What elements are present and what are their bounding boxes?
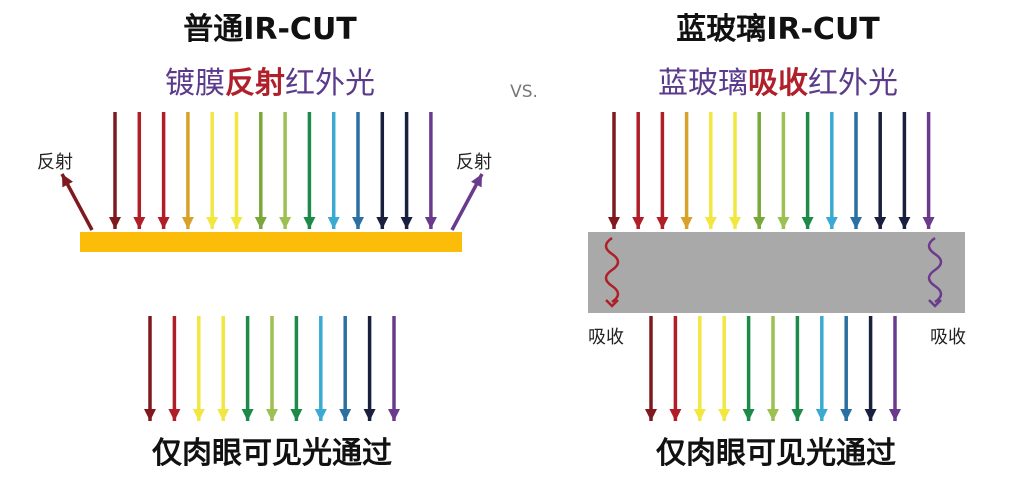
incoming-light-arrow-head — [898, 217, 911, 229]
right-absorb-label-left: 吸收 — [588, 327, 624, 348]
right-subtitle-part: 蓝玻璃 — [658, 66, 748, 101]
transmitted-light-arrow-head — [363, 409, 376, 421]
right-bottom-caption: 仅肉眼可见光通过 — [656, 436, 896, 471]
incoming-light-arrow-head — [825, 217, 838, 229]
transmitted-light-arrow-head — [241, 409, 254, 421]
blue-glass-filter — [588, 232, 965, 313]
absorbed-uv-wave-head — [928, 299, 942, 308]
incoming-light-arrow-head — [279, 217, 292, 229]
transmitted-light-arrow-head — [339, 409, 352, 421]
coated-filter — [80, 232, 462, 252]
incoming-light-arrow-head — [704, 217, 717, 229]
right-subtitle: 蓝玻璃吸收红外光 — [658, 58, 898, 102]
left-reflect-label-left: 反射 — [37, 152, 73, 173]
incoming-light-arrow-head — [753, 217, 766, 229]
right-subtitle-part: 吸收 — [748, 66, 808, 101]
left-bottom-caption: 仅肉眼可见光通过 — [152, 436, 392, 471]
incoming-light-arrow-head — [850, 217, 862, 229]
incoming-light-arrow-head — [424, 217, 437, 229]
incoming-light-arrow-head — [400, 217, 413, 229]
absorbed-ir-wave-head — [605, 299, 619, 308]
incoming-light-arrow-head — [254, 217, 267, 229]
transmitted-light-arrow-head — [669, 409, 682, 421]
transmitted-light-arrow-head — [742, 409, 755, 421]
absorbed-uv-wave — [927, 236, 943, 304]
transmitted-light-arrow-head — [290, 409, 303, 421]
transmitted-light-arrow-head — [718, 409, 731, 421]
incoming-light-arrow-head — [133, 217, 146, 229]
right-subtitle-part: 红外光 — [808, 66, 898, 101]
transmitted-light-arrow-head — [217, 409, 230, 421]
left-subtitle-part: 红外光 — [285, 66, 375, 101]
incoming-light-arrow-head — [608, 217, 620, 229]
vs-label: VS. — [510, 82, 538, 102]
transmitted-light-arrow-head — [266, 409, 278, 421]
reflected-uv-arrow-head — [471, 174, 482, 188]
incoming-light-arrow-head — [181, 217, 194, 229]
absorbed-ir-wave — [604, 236, 620, 304]
transmitted-light-arrow-head — [314, 409, 327, 421]
incoming-light-arrow-head — [376, 217, 389, 229]
incoming-light-arrow-head — [327, 217, 340, 229]
transmitted-light-arrow-head — [388, 409, 400, 421]
incoming-light-arrow-head — [801, 217, 814, 229]
transmitted-light-arrow-head — [864, 409, 877, 421]
incoming-light-arrow-head — [303, 217, 316, 229]
transmitted-light-arrow-head — [168, 409, 181, 421]
right-title: 蓝玻璃IR-CUT — [676, 12, 880, 47]
transmitted-light-arrow-head — [767, 409, 779, 421]
right-absorb-label-right: 吸收 — [930, 327, 966, 348]
incoming-light-arrow-head — [777, 217, 790, 229]
incoming-light-arrow-head — [680, 217, 693, 229]
transmitted-light-arrow-head — [889, 409, 901, 421]
transmitted-light-arrow-head — [645, 409, 657, 421]
left-subtitle-part: 镀膜 — [165, 66, 225, 101]
incoming-light-arrow-head — [656, 217, 669, 229]
left-subtitle-part: 反射 — [225, 66, 285, 101]
incoming-light-arrow-head — [729, 217, 741, 229]
transmitted-light-arrow-head — [192, 409, 205, 421]
transmitted-light-arrow-head — [815, 409, 828, 421]
incoming-light-arrow-head — [874, 217, 887, 229]
left-reflect-label-right: 反射 — [456, 152, 492, 173]
transmitted-light-arrow-head — [840, 409, 853, 421]
transmitted-light-arrow-head — [693, 409, 706, 421]
incoming-light-arrow-head — [206, 217, 219, 229]
left-subtitle: 镀膜反射红外光 — [165, 58, 375, 102]
incoming-light-arrow-head — [157, 217, 170, 229]
transmitted-light-arrow-head — [791, 409, 804, 421]
incoming-light-arrow-head — [352, 217, 364, 229]
incoming-light-arrow-head — [109, 217, 121, 229]
reflected-ir-arrow-head — [62, 174, 73, 188]
incoming-light-arrow-head — [922, 217, 935, 229]
left-title: 普通IR-CUT — [183, 12, 357, 47]
transmitted-light-arrow-head — [144, 409, 156, 421]
incoming-light-arrow-head — [230, 217, 243, 229]
incoming-light-arrow-head — [632, 217, 645, 229]
